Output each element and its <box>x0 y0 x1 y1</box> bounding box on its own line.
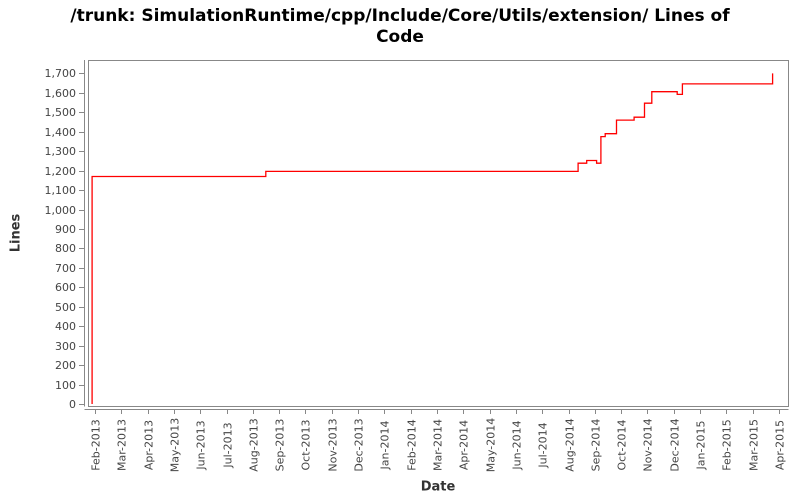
x-tick-label: Feb-2013 <box>89 419 102 471</box>
x-tick-label: Dec-2013 <box>352 418 365 472</box>
x-tick-label: Aug-2014 <box>563 418 576 472</box>
x-tick-label: Oct-2013 <box>299 419 312 471</box>
x-tick-label: Jun-2013 <box>194 420 207 470</box>
x-tick-label: May-2013 <box>168 417 181 473</box>
y-tick-label: 1,600 <box>44 86 77 100</box>
y-tick-label: 1,000 <box>44 203 77 217</box>
y-tick-label: 200 <box>55 358 76 372</box>
y-tick-label: 1,500 <box>44 105 77 119</box>
chart-title-line-2: Code <box>376 27 424 47</box>
x-tick-label: Jan-2014 <box>378 420 391 470</box>
y-tick-label: 300 <box>55 339 76 353</box>
x-tick-label: Apr-2014 <box>457 419 470 471</box>
y-tick-label: 500 <box>55 300 76 314</box>
x-tick-label: Jan-2015 <box>694 420 707 470</box>
x-tick-label: Sep-2014 <box>589 418 602 472</box>
y-tick-label: 1,100 <box>44 183 77 197</box>
x-tick-label: Sep-2013 <box>273 418 286 472</box>
x-tick-label: Feb-2015 <box>720 419 733 471</box>
y-tick-label: 600 <box>55 280 76 294</box>
x-tick-label: Jul-2013 <box>221 422 234 468</box>
y-tick-label: 100 <box>55 378 76 392</box>
x-tick-label: Mar-2015 <box>747 418 760 472</box>
x-tick-label: Mar-2014 <box>431 418 444 472</box>
y-tick-label: 1,300 <box>44 144 77 158</box>
x-tick-label: Apr-2015 <box>773 419 786 471</box>
y-tick-label: 1,400 <box>44 125 77 139</box>
x-tick-label: Jun-2014 <box>510 420 523 470</box>
x-tick-label: Nov-2013 <box>326 418 339 472</box>
y-axis-label: Lines <box>8 213 24 253</box>
x-tick-label: Jul-2014 <box>536 422 549 468</box>
x-axis-label: Date <box>420 479 456 495</box>
x-tick-label: Apr-2013 <box>142 419 155 471</box>
plot-frame <box>88 60 789 407</box>
y-tick-label: 900 <box>55 222 76 236</box>
y-tick-label: 400 <box>55 319 76 333</box>
x-tick-label: Nov-2014 <box>641 418 654 472</box>
loc-series-line <box>91 73 774 404</box>
y-tick-label: 700 <box>55 261 76 275</box>
y-tick-label: 1,200 <box>44 164 77 178</box>
y-tick-label: 1,700 <box>44 66 77 80</box>
chart-title-line-1: /trunk: SimulationRuntime/cpp/Include/Co… <box>70 6 730 26</box>
x-tick-label: Mar-2013 <box>115 418 128 472</box>
chart-title: /trunk: SimulationRuntime/cpp/Include/Co… <box>0 6 800 48</box>
x-tick-label: Dec-2014 <box>668 418 681 472</box>
x-tick-label: Oct-2014 <box>615 419 628 471</box>
y-tick-label: 800 <box>55 241 76 255</box>
x-tick-label: Aug-2013 <box>247 418 260 472</box>
x-tick-label: Feb-2014 <box>405 419 418 471</box>
y-tick-label: 0 <box>69 397 76 411</box>
x-tick-label: May-2014 <box>484 417 497 473</box>
